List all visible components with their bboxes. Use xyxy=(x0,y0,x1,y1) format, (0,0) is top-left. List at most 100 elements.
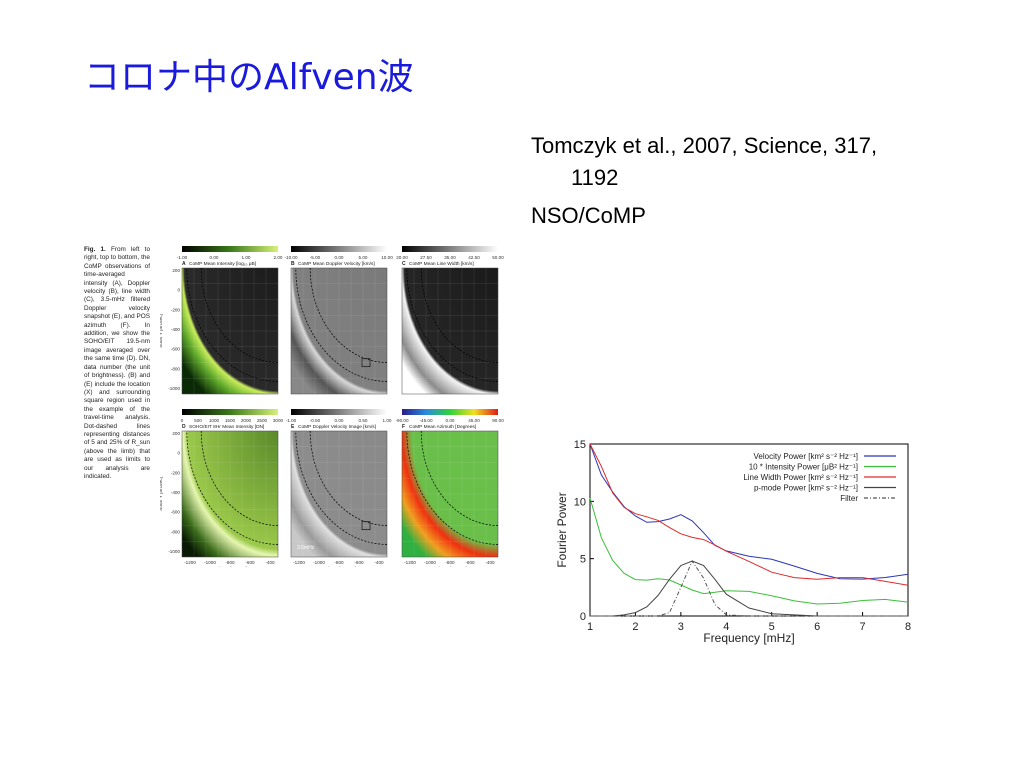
panel-x-tick-label: -400 xyxy=(265,560,275,565)
colorbar-tick-label: -5.00 xyxy=(310,255,321,260)
colorbar-tick-label: 20.00 xyxy=(396,255,408,260)
colorbar-tick-label: 1.00 xyxy=(242,255,251,260)
reference-citation-page: 1192 xyxy=(571,165,619,190)
limb-distance-arc xyxy=(309,267,388,363)
colorbar-tick-label: 1000 xyxy=(209,418,220,423)
panel-x-tick-label: -800 xyxy=(445,560,455,565)
panel-x-axis-label: Solar X [arcsec] xyxy=(433,566,467,567)
slide-title: コロナ中のAlfven波 xyxy=(84,57,414,98)
panel-image xyxy=(181,430,279,558)
panel-letter: E xyxy=(291,424,295,430)
colorbar-tick-label: 0.00 xyxy=(446,418,455,423)
figure-panel-e: -1.00 -0.50 0.00 0.50 1.00 E CoMP Doppler Velo… xyxy=(286,409,392,567)
panel-image xyxy=(181,267,279,395)
panel-x-tick-label: -600 xyxy=(245,560,255,565)
chart-x-axis-label: Frequency [mHz] xyxy=(703,631,794,645)
series-line-4 xyxy=(590,559,908,617)
x-tick-label: 2 xyxy=(632,621,638,633)
chart-plot-area xyxy=(589,443,909,617)
panel-image xyxy=(401,430,499,558)
limb-distance-arc xyxy=(295,267,388,382)
chart-y-axis-label: Fourier Power xyxy=(555,492,569,567)
x-tick-label: 1 xyxy=(587,621,593,633)
panel-y-tick-label: 0 xyxy=(177,288,180,293)
panel-x-tick-label: -1200 xyxy=(293,560,305,565)
legend-label: Line Width Power [km² s⁻² Hz⁻¹] xyxy=(743,473,858,482)
limb-distance-arc xyxy=(295,430,388,545)
panel-y-tick-label: -800 xyxy=(171,529,181,534)
travel-time-region-box xyxy=(361,358,371,368)
colorbar-tick-label: 27.50 xyxy=(420,255,432,260)
colorbar-tick-label: 45.00 xyxy=(468,418,480,423)
figure-caption-text: From left to right, top to bottom, the C… xyxy=(84,246,150,480)
panel-y-axis-label: Solar Y [arcsec] xyxy=(160,314,164,348)
colorbar-tick-label: 5.00 xyxy=(359,255,368,260)
panel-x-tick-label: -1200 xyxy=(184,560,196,565)
panel-title: CoMP Mean Intensity [log₁₀ μB] xyxy=(189,261,256,267)
x-tick-label: 4 xyxy=(723,621,729,633)
fourier-power-chart: Fourier Power Frequency [mHz] 1 2 3 4 5 6 7 8 0 5… xyxy=(555,439,911,645)
limb-distance-arc xyxy=(200,267,279,363)
y-tick-label: 5 xyxy=(580,554,586,566)
panel-colorbar xyxy=(402,246,498,252)
colorbar-tick-label: 35.00 xyxy=(444,255,456,260)
panel-letter: A xyxy=(182,261,186,267)
panel-x-tick-label: -1000 xyxy=(313,560,325,565)
legend-label: 10 * Intensity Power [μB² Hz⁻¹] xyxy=(749,463,858,472)
limb-distance-arc xyxy=(309,430,388,526)
colorbar-tick-label: 0 xyxy=(181,418,184,423)
reference-block: Tomczyk et al., 2007, Science, 317, 1192… xyxy=(531,130,971,232)
panel-title: CoMP Mean Azimuth [Degrees] xyxy=(409,424,476,430)
y-tick-label: 15 xyxy=(574,439,586,451)
x-tick-label: 5 xyxy=(769,621,775,633)
panel-y-tick-label: -600 xyxy=(171,347,181,352)
colorbar-tick-label: 1.00 xyxy=(383,418,392,423)
panel-image xyxy=(401,267,499,395)
panel-y-tick-label: -400 xyxy=(171,490,181,495)
panel-x-tick-label: -1000 xyxy=(204,560,216,565)
panel-x-axis-label: Solar X [arcsec] xyxy=(322,566,356,567)
chart-legend: Velocity Power [km² s⁻² Hz⁻¹] 10 * Intens… xyxy=(743,452,896,503)
panel-x-axis-label: Solar X [arcsec] xyxy=(213,566,247,567)
x-tick-label: 6 xyxy=(814,621,820,633)
panel-y-tick-label: 200 xyxy=(172,431,180,436)
figure-caption: Fig. 1. From left to right, top to botto… xyxy=(84,246,150,481)
colorbar-tick-label: 0.00 xyxy=(210,255,219,260)
panel-y-tick-label: 0 xyxy=(177,451,180,456)
colorbar-tick-label: 2500 xyxy=(257,418,268,423)
colorbar-tick-label: -90.00 xyxy=(395,418,408,423)
limb-distance-arc xyxy=(406,430,499,545)
limb-distance-arc xyxy=(420,267,499,363)
colorbar-tick-label: -1.00 xyxy=(286,418,297,423)
panel-letter: C xyxy=(402,261,406,267)
limb-distance-arc xyxy=(200,430,279,526)
reference-citation: Tomczyk et al., 2007, Science, 317, xyxy=(531,133,878,158)
limb-distance-arc xyxy=(406,267,499,382)
panel-y-tick-label: -1000 xyxy=(168,386,180,391)
x-tick-label: 3 xyxy=(678,621,684,633)
x-tick-label: 7 xyxy=(860,621,866,633)
panel-colorbar xyxy=(182,409,278,415)
legend-label: p-mode Power [km² s⁻² Hz⁻¹] xyxy=(754,484,858,493)
panel-colorbar xyxy=(291,409,387,415)
panel-y-tick-label: -1000 xyxy=(168,549,180,554)
panel-x-tick-label: -800 xyxy=(225,560,235,565)
colorbar-tick-label: 2.00 xyxy=(274,255,283,260)
panel-colorbar xyxy=(291,246,387,252)
colorbar-tick-label: 0.50 xyxy=(359,418,368,423)
travel-time-region-box xyxy=(361,521,371,531)
colorbar-tick-label: 50.00 xyxy=(492,255,504,260)
limb-distance-arc xyxy=(186,267,279,382)
panel-letter: D xyxy=(182,424,186,430)
panel-title: SOHO/EIT 8Hr Mean Intensity [DN] xyxy=(189,424,264,430)
figure-panel-c: 20.00 27.50 35.00 42.50 50.00 C CoMP Mean Line… xyxy=(396,246,504,395)
panel-x-tick-label: -1000 xyxy=(424,560,436,565)
panel-y-tick-label: 200 xyxy=(172,268,180,273)
panel-title: CoMP Mean Line Width [km/s] xyxy=(409,261,474,267)
colorbar-tick-label: 0.00 xyxy=(335,255,344,260)
panel-y-tick-label: -200 xyxy=(171,307,181,312)
panel-y-axis-label: Solar Y [arcsec] xyxy=(160,477,164,511)
comp-panel-figure: -1.00 0.00 1.00 2.00 A CoMP Mean Intensity [l… xyxy=(160,246,504,567)
panel-title: CoMP Doppler Velocity Image [km/s] xyxy=(298,424,376,430)
